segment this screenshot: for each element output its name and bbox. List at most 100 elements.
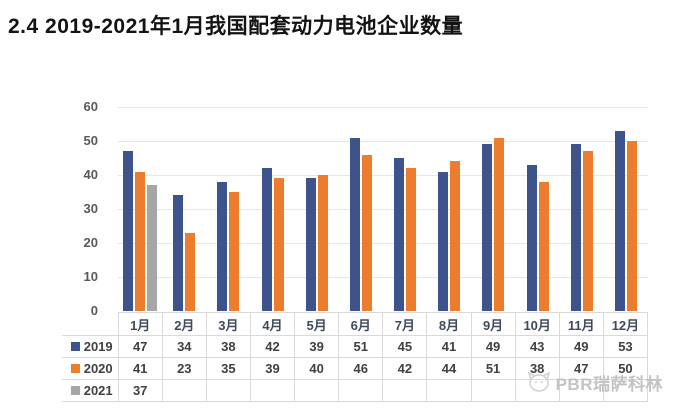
bar-group-5月	[295, 107, 339, 311]
bar-2019-1月	[123, 151, 134, 311]
y-axis: 0 10 20 30 40 50 60	[60, 99, 106, 318]
month-header-8月: 8月	[426, 312, 472, 336]
cell-2021-3月	[205, 379, 251, 402]
bar-2019-11月	[570, 144, 581, 311]
bar-group-3月	[206, 107, 250, 311]
month-header-9月: 9月	[470, 312, 516, 336]
bar-2020-7月	[406, 168, 417, 311]
bar-2019-10月	[526, 164, 537, 311]
watermark-text: PBR瑞萨科林	[555, 374, 663, 394]
cell-2020-3月: 35	[205, 357, 251, 380]
bar-group-7月	[383, 107, 427, 311]
legend-label-2019: 2019	[83, 339, 113, 354]
legend-label-2021: 2021	[83, 383, 113, 398]
cell-2020-2月: 23	[161, 357, 207, 380]
bar-2020-11月	[582, 151, 593, 311]
y-tick-label: 60	[83, 99, 98, 114]
legend-cell-2020: 2020	[62, 357, 119, 380]
month-header-6月: 6月	[338, 312, 384, 336]
gridline	[118, 243, 648, 244]
month-header-12月: 12月	[602, 312, 649, 336]
bar-2020-5月	[317, 175, 328, 311]
cell-2020-9月: 51	[470, 357, 516, 380]
bar-group-12月	[604, 107, 648, 311]
month-header-1月: 1月	[117, 312, 163, 336]
cell-2019-12月: 53	[602, 335, 649, 358]
cell-2021-9月	[470, 379, 516, 402]
cell-2021-12月	[602, 379, 649, 402]
cell-2019-5月: 39	[294, 335, 340, 358]
cell-2021-8月	[426, 379, 472, 402]
bar-2020-6月	[361, 154, 372, 311]
legend-swatch-2021	[70, 386, 80, 395]
bar-group-4月	[251, 107, 295, 311]
bar-2020-2月	[185, 232, 196, 311]
bar-2019-3月	[217, 181, 228, 311]
table-row-2019: 2019 47 34 38 42 39 51 45 41 49 43 49 53	[62, 335, 649, 358]
gridline	[118, 277, 648, 278]
month-header-5月: 5月	[294, 312, 340, 336]
cell-2019-10月: 43	[514, 335, 560, 358]
table-row-2021: 2021 37	[62, 379, 649, 402]
cell-2019-9月: 49	[470, 335, 516, 358]
cell-2019-7月: 45	[382, 335, 428, 358]
bar-2020-12月	[626, 141, 637, 311]
cat-face-icon	[527, 371, 550, 392]
y-tick-label: 40	[83, 167, 98, 182]
cell-2019-6月: 51	[338, 335, 384, 358]
bar-2020-3月	[229, 192, 240, 311]
month-header-11月: 11月	[558, 312, 604, 336]
gridline	[118, 209, 648, 210]
table-header: 1月 2月 3月 4月 5月 6月 7月 8月 9月 10月 11月 12月	[62, 312, 649, 336]
bar-2019-9月	[482, 144, 493, 311]
cell-2021-5月	[294, 379, 340, 402]
table-corner-cell	[62, 312, 119, 336]
month-header-2月: 2月	[161, 312, 207, 336]
cell-2020-4月: 39	[249, 357, 296, 380]
bar-group-1月	[118, 107, 162, 311]
page-title: 2.4 2019-2021年1月我国配套动力电池企业数量	[8, 15, 464, 38]
cell-2019-4月: 42	[249, 335, 296, 358]
bar-group-10月	[516, 107, 560, 311]
watermark: PBR瑞萨科林	[527, 369, 663, 395]
bar-2021-1月	[147, 185, 158, 311]
bar-2020-8月	[450, 161, 461, 311]
gridline	[118, 141, 648, 142]
cell-2019-8月: 41	[426, 335, 472, 358]
legend-cell-2021: 2021	[62, 379, 119, 402]
cell-2019-11月: 49	[558, 335, 604, 358]
cell-2021-1月: 37	[117, 379, 163, 402]
bar-2020-10月	[538, 181, 549, 311]
bar-group-9月	[471, 107, 515, 311]
legend-swatch-2019	[70, 342, 80, 351]
month-header-10月: 10月	[514, 312, 560, 336]
gridline	[118, 107, 648, 108]
bar-group-2月	[162, 107, 206, 311]
cell-2020-12月: 50	[602, 357, 649, 380]
table-body: 2019 47 34 38 42 39 51 45 41 49 43 49 53 2020 41 23 35 39…	[62, 335, 649, 402]
cell-2020-8月: 44	[426, 357, 472, 380]
bar-group-8月	[427, 107, 471, 311]
y-tick-label: 30	[83, 201, 98, 216]
bar-2020-4月	[273, 178, 284, 311]
cell-2019-1月: 47	[117, 335, 163, 358]
bar-2019-4月	[261, 168, 272, 311]
y-tick-label: 10	[83, 269, 98, 284]
data-table: 1月 2月 3月 4月 5月 6月 7月 8月 9月 10月 11月 12月 2019 47 34 38 42…	[62, 312, 649, 402]
cell-2021-4月	[249, 379, 296, 402]
bar-2020-1月	[135, 171, 146, 311]
bar-2019-2月	[173, 195, 184, 311]
bar-2019-6月	[349, 137, 360, 311]
cell-2021-6月	[338, 379, 384, 402]
bar-2019-5月	[305, 178, 316, 311]
cell-2020-6月: 46	[338, 357, 384, 380]
bar-group-6月	[339, 107, 383, 311]
cell-2021-7月	[382, 379, 428, 402]
cell-2020-5月: 40	[294, 357, 340, 380]
month-header-7月: 7月	[382, 312, 428, 336]
month-header-3月: 3月	[205, 312, 251, 336]
bar-2019-12月	[614, 130, 625, 311]
y-tick-label: 0	[90, 303, 98, 318]
cell-2019-3月: 38	[205, 335, 251, 358]
